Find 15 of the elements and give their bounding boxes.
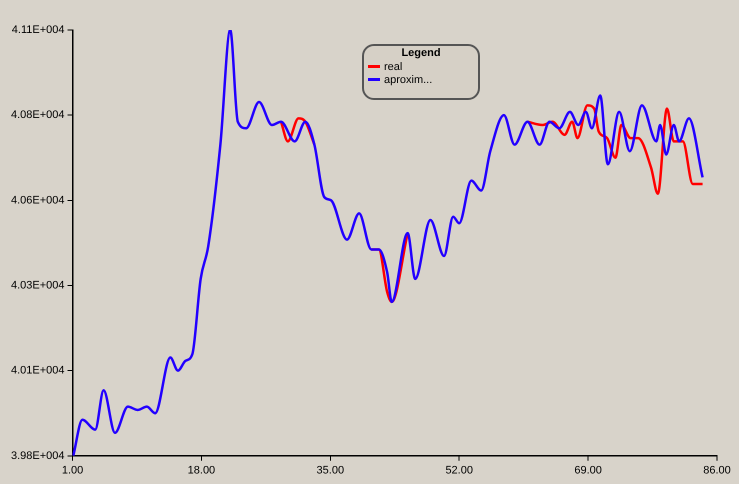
- y-tick-label: 4.11E+004: [12, 24, 65, 36]
- x-tick-label: 52.00: [445, 464, 473, 476]
- x-tick-label: 69.00: [574, 464, 602, 476]
- y-tick-label: 4.08E+004: [10, 109, 65, 122]
- x-tick-label: 35.00: [316, 464, 344, 476]
- x-tick-label: 1.00: [62, 464, 84, 476]
- y-tick-label: 4.06E+004: [10, 194, 65, 206]
- legend-label: real: [384, 60, 402, 72]
- y-tick-label: 4.01E+004: [10, 364, 65, 377]
- x-tick-label: 86.00: [703, 464, 731, 476]
- legend-title: Legend: [400, 46, 442, 60]
- legend-label: aproxim...: [384, 74, 432, 86]
- y-tick-label: 4.03E+004: [10, 280, 65, 292]
- x-tick-label: 18.00: [188, 464, 216, 476]
- y-tick-label: 3.98E+004: [10, 450, 65, 462]
